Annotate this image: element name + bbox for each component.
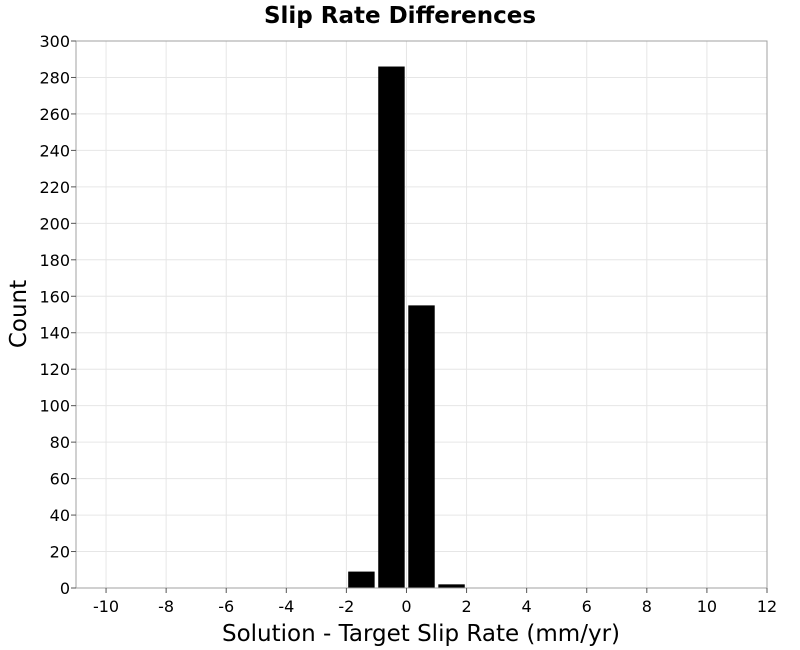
histogram-bar bbox=[408, 305, 435, 588]
bars bbox=[348, 66, 465, 588]
x-tick-label: -2 bbox=[338, 597, 354, 616]
y-tick-label: 260 bbox=[39, 105, 70, 124]
plot-frame bbox=[75, 40, 768, 589]
y-tick-label: 200 bbox=[39, 214, 70, 233]
y-tick-label: 140 bbox=[39, 324, 70, 343]
x-tick-label: -4 bbox=[278, 597, 294, 616]
y-tick-label: 20 bbox=[50, 543, 70, 562]
y-tick-label: 80 bbox=[50, 433, 70, 452]
y-tick-label: 160 bbox=[39, 287, 70, 306]
x-tick-label: -8 bbox=[158, 597, 174, 616]
histogram-bar bbox=[438, 584, 465, 588]
x-tick-label: 12 bbox=[757, 597, 777, 616]
x-tick-label: 4 bbox=[522, 597, 532, 616]
y-tick-label: 220 bbox=[39, 178, 70, 197]
y-axis-label: Count bbox=[6, 280, 32, 348]
y-tick-label: 180 bbox=[39, 251, 70, 270]
y-tick-label: 40 bbox=[50, 506, 70, 525]
x-axis-ticks: -10 -8 -6 -4 -2 0 2 4 6 8 10 12 bbox=[93, 588, 777, 616]
x-tick-label: 8 bbox=[642, 597, 652, 616]
histogram-bar bbox=[348, 571, 375, 588]
histogram-bar bbox=[378, 66, 405, 588]
y-tick-label: 100 bbox=[39, 397, 70, 416]
chart-title: Slip Rate Differences bbox=[264, 3, 536, 29]
x-tick-label: 6 bbox=[582, 597, 592, 616]
x-tick-label: -6 bbox=[218, 597, 234, 616]
x-axis-label: Solution - Target Slip Rate (mm/yr) bbox=[222, 621, 620, 647]
y-tick-label: 280 bbox=[39, 68, 70, 87]
y-tick-label: 120 bbox=[39, 360, 70, 379]
x-tick-label: 0 bbox=[401, 597, 411, 616]
x-tick-label: -10 bbox=[93, 597, 119, 616]
y-axis-ticks: 0 20 40 60 80 100 120 140 160 180 200 220 240 260 280 3… bbox=[39, 32, 76, 598]
x-tick-label: 10 bbox=[697, 597, 717, 616]
x-tick-label: 2 bbox=[461, 597, 471, 616]
y-tick-label: 0 bbox=[60, 579, 70, 598]
y-tick-label: 240 bbox=[39, 141, 70, 160]
y-tick-label: 60 bbox=[50, 470, 70, 489]
y-tick-label: 300 bbox=[39, 32, 70, 51]
